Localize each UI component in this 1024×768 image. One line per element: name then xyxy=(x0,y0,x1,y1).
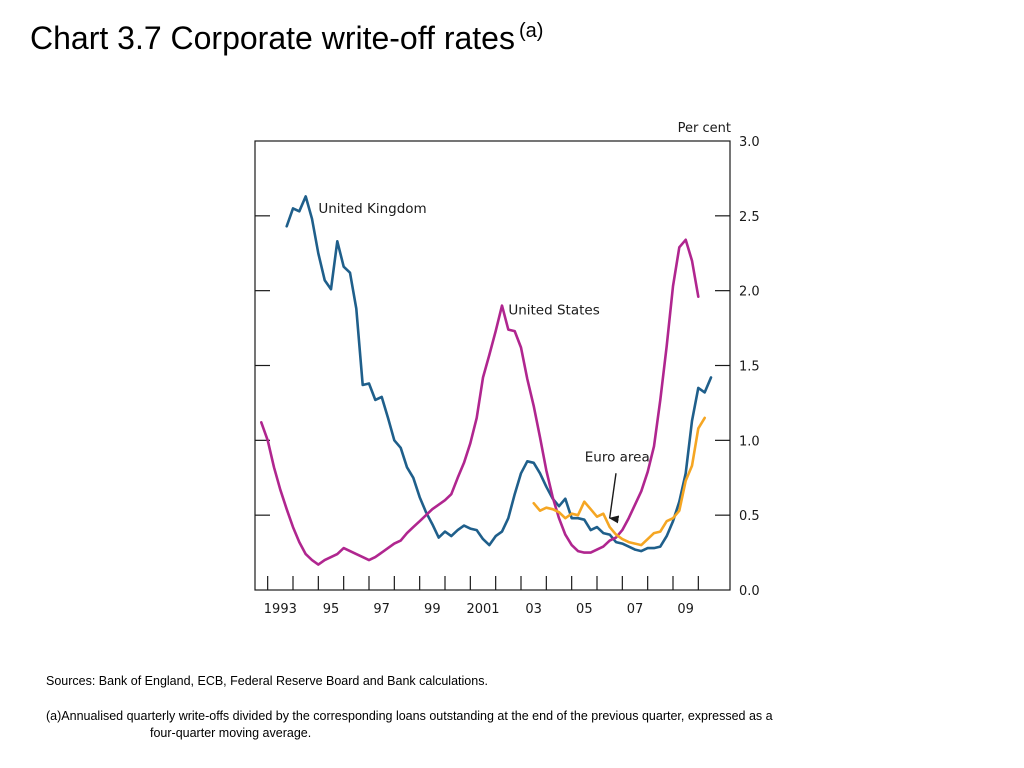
euro-area-arrow xyxy=(608,473,620,524)
x-tick-label: 03 xyxy=(525,602,542,617)
y-tick-label: 1.5 xyxy=(739,360,760,375)
series-label-united-states: United States xyxy=(508,303,599,319)
y-tick-label: 3.0 xyxy=(739,135,760,150)
x-tick-label: 1993 xyxy=(264,602,297,617)
y-tick-label: 2.0 xyxy=(739,285,760,300)
x-tick-label: 99 xyxy=(424,602,441,617)
x-tick-label: 2001 xyxy=(466,602,499,617)
x-tick-label: 09 xyxy=(677,602,694,617)
footnote-line-2: four-quarter moving average. xyxy=(150,726,312,740)
x-tick-label: 97 xyxy=(373,602,390,617)
y-tick-label: 0.5 xyxy=(739,509,760,524)
x-tick-label: 05 xyxy=(576,602,593,617)
y-tick-label: 1.0 xyxy=(739,434,760,449)
write-off-rates-chart: 0.0 0.5 1.0 1.5 2.0 2.5 3.0 Per cent 1993 95 97 99 2… xyxy=(254,121,760,617)
slide-title-text: Chart 3.7 Corporate write-off rates xyxy=(30,20,515,56)
title-footnote-marker: (a) xyxy=(518,20,544,43)
y-tick-label: 2.5 xyxy=(739,210,760,225)
series-line-united-kingdom xyxy=(285,195,713,553)
slide-title: Chart 3.7 Corporate write-off rates (a) xyxy=(30,20,543,57)
series-label-united-kingdom: United Kingdom xyxy=(318,201,426,217)
series-line-united-states xyxy=(260,238,700,566)
y-tick-label: 0.0 xyxy=(739,584,760,599)
series-label-euro-area: Euro area xyxy=(585,449,650,465)
x-tick-label: 07 xyxy=(627,602,644,617)
sources-note: Sources: Bank of England, ECB, Federal R… xyxy=(46,674,488,688)
x-tick-label: 95 xyxy=(323,602,340,617)
footnote-line-1: (a)Annualised quarterly write-offs divid… xyxy=(46,709,773,723)
footnote: (a)Annualised quarterly write-offs divid… xyxy=(46,708,886,742)
series-line-euro-area xyxy=(532,416,706,547)
y-unit-label: Per cent xyxy=(678,121,731,136)
